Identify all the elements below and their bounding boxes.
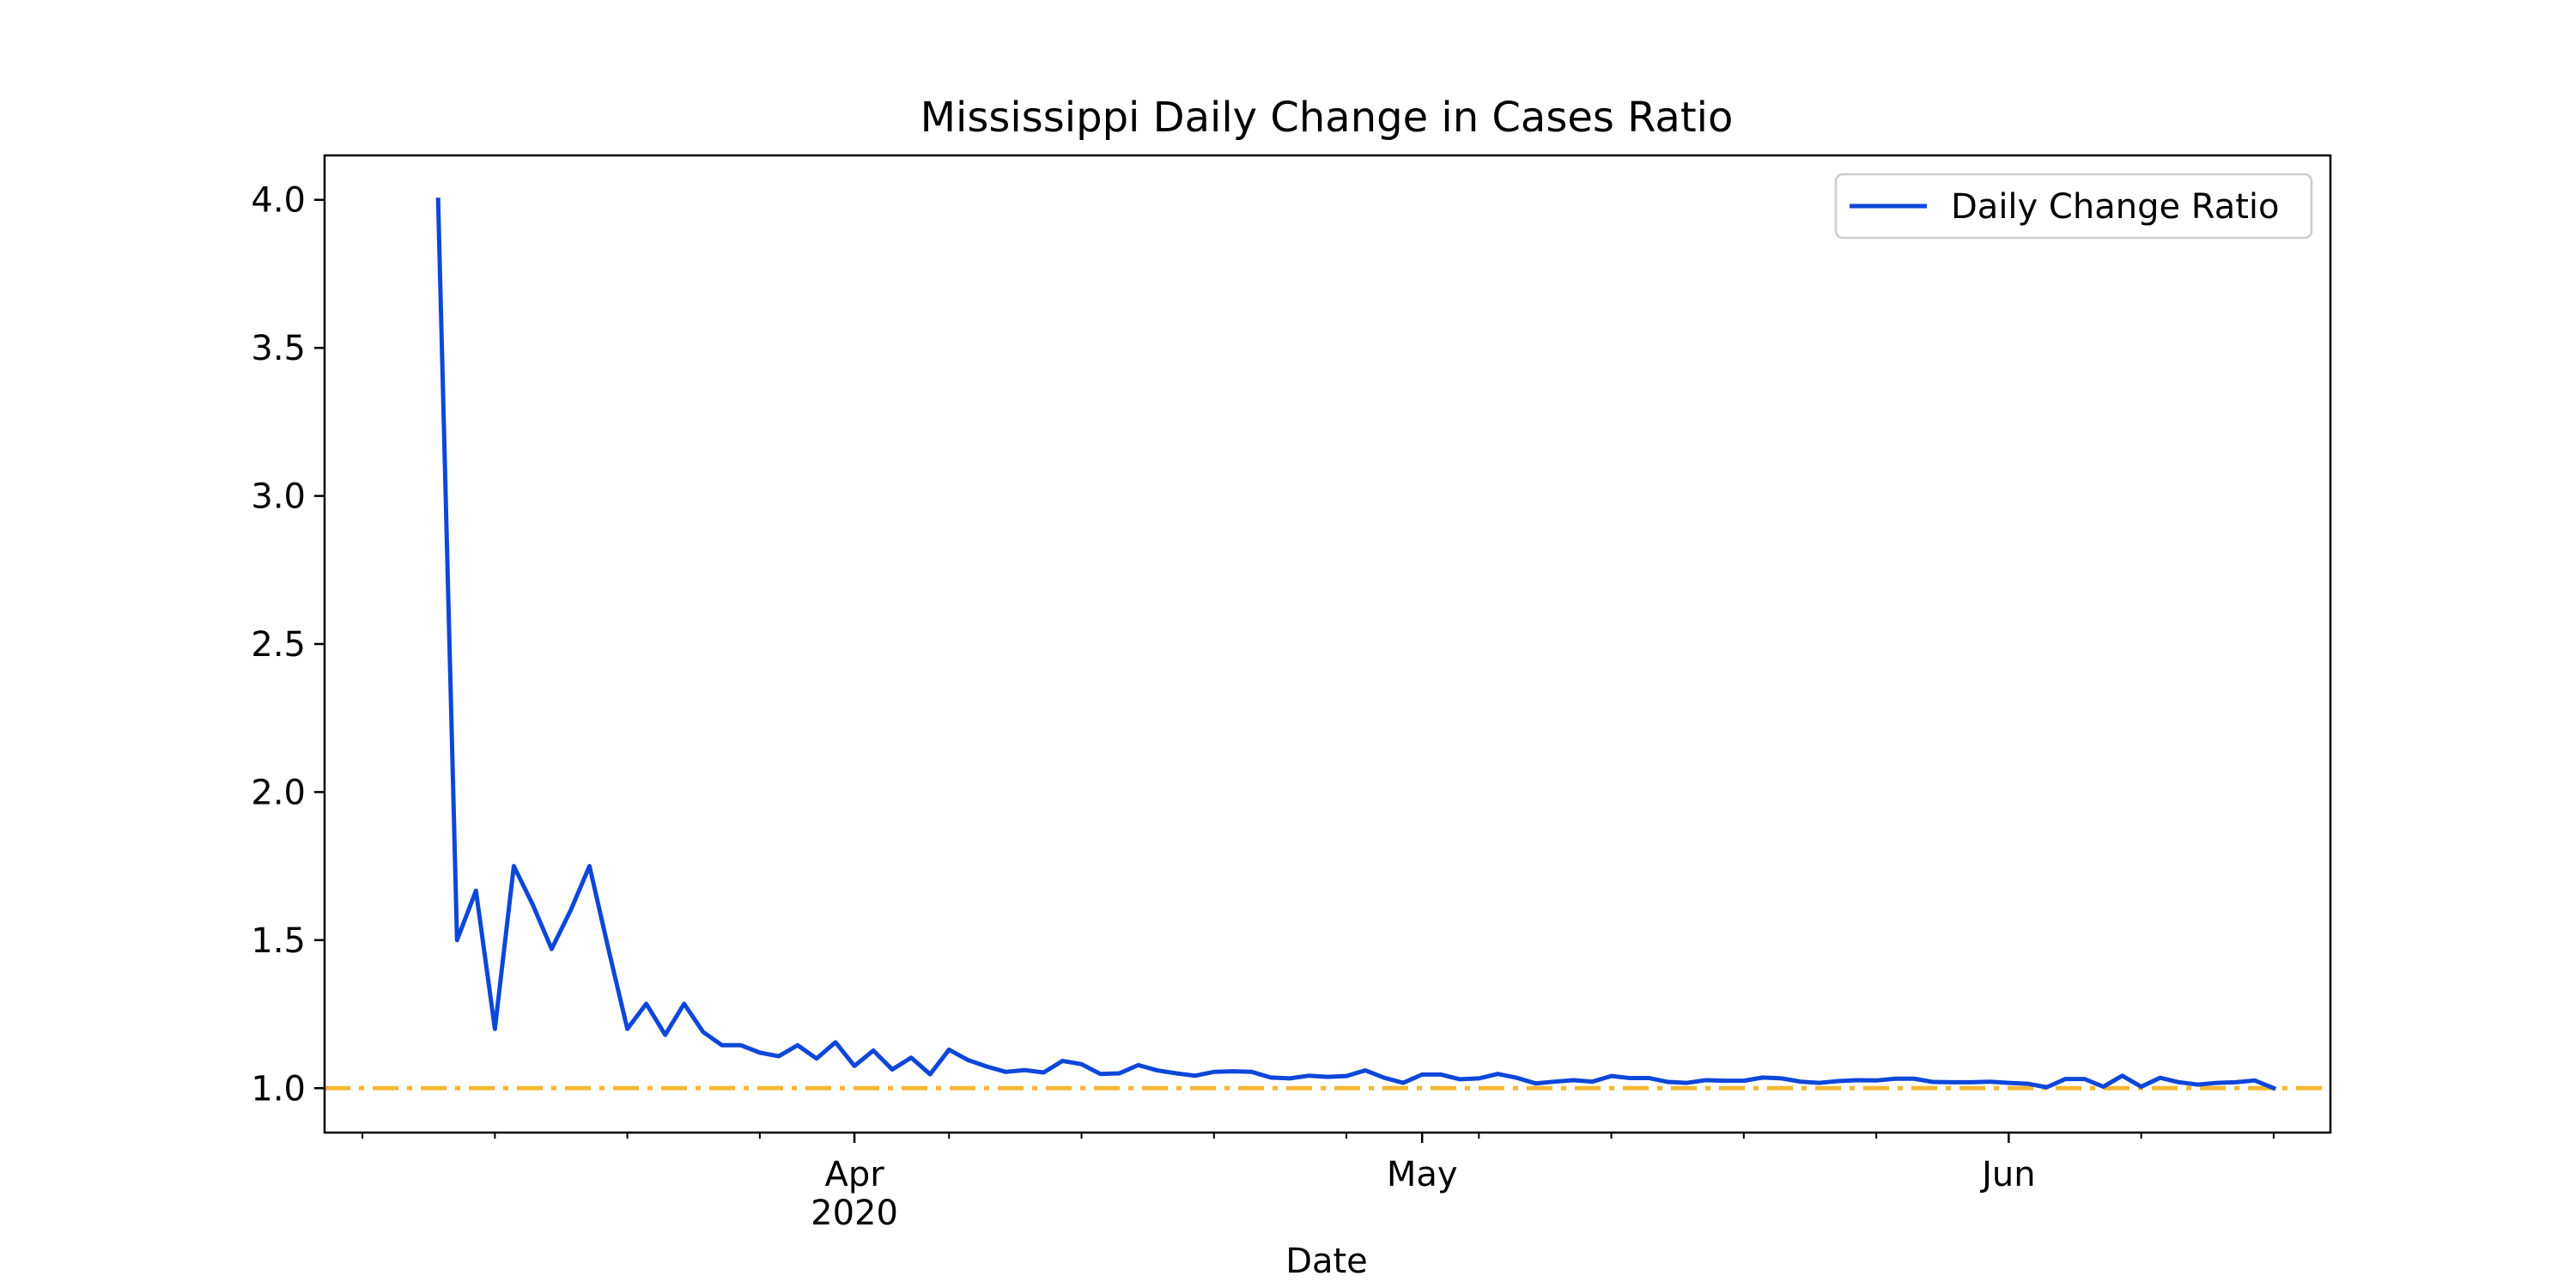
y-tick-label: 4.0: [251, 181, 306, 221]
y-tick-label: 2.5: [251, 625, 306, 665]
x-tick-year-label: 2020: [811, 1194, 898, 1233]
legend: Daily Change Ratio: [1834, 173, 2313, 240]
y-tick-label: 1.0: [251, 1069, 306, 1109]
y-tick-label: 3.5: [251, 329, 306, 368]
plot-area-frame: [323, 154, 2332, 1134]
series-line-0: [435, 197, 2277, 1091]
y-axis: 1.0 1.5 2.0 2.5 3.0 3.5 4.0: [251, 181, 325, 1109]
x-tick-label: Jun: [1979, 1155, 2036, 1194]
x-tick-label: May: [1387, 1155, 1458, 1194]
x-axis-title: Date: [1285, 1242, 1368, 1281]
legend-label: Daily Change Ratio: [1951, 187, 2279, 227]
y-tick-label: 2.0: [251, 773, 306, 812]
x-tick-label: Apr: [824, 1155, 884, 1194]
legend-box: [1834, 173, 2313, 240]
series-layer: [435, 197, 2277, 1091]
y-tick-label: 1.5: [251, 921, 306, 961]
y-tick-label: 3.0: [251, 477, 306, 517]
chart-title: Mississippi Daily Change in Cases Ratio: [920, 94, 1734, 142]
